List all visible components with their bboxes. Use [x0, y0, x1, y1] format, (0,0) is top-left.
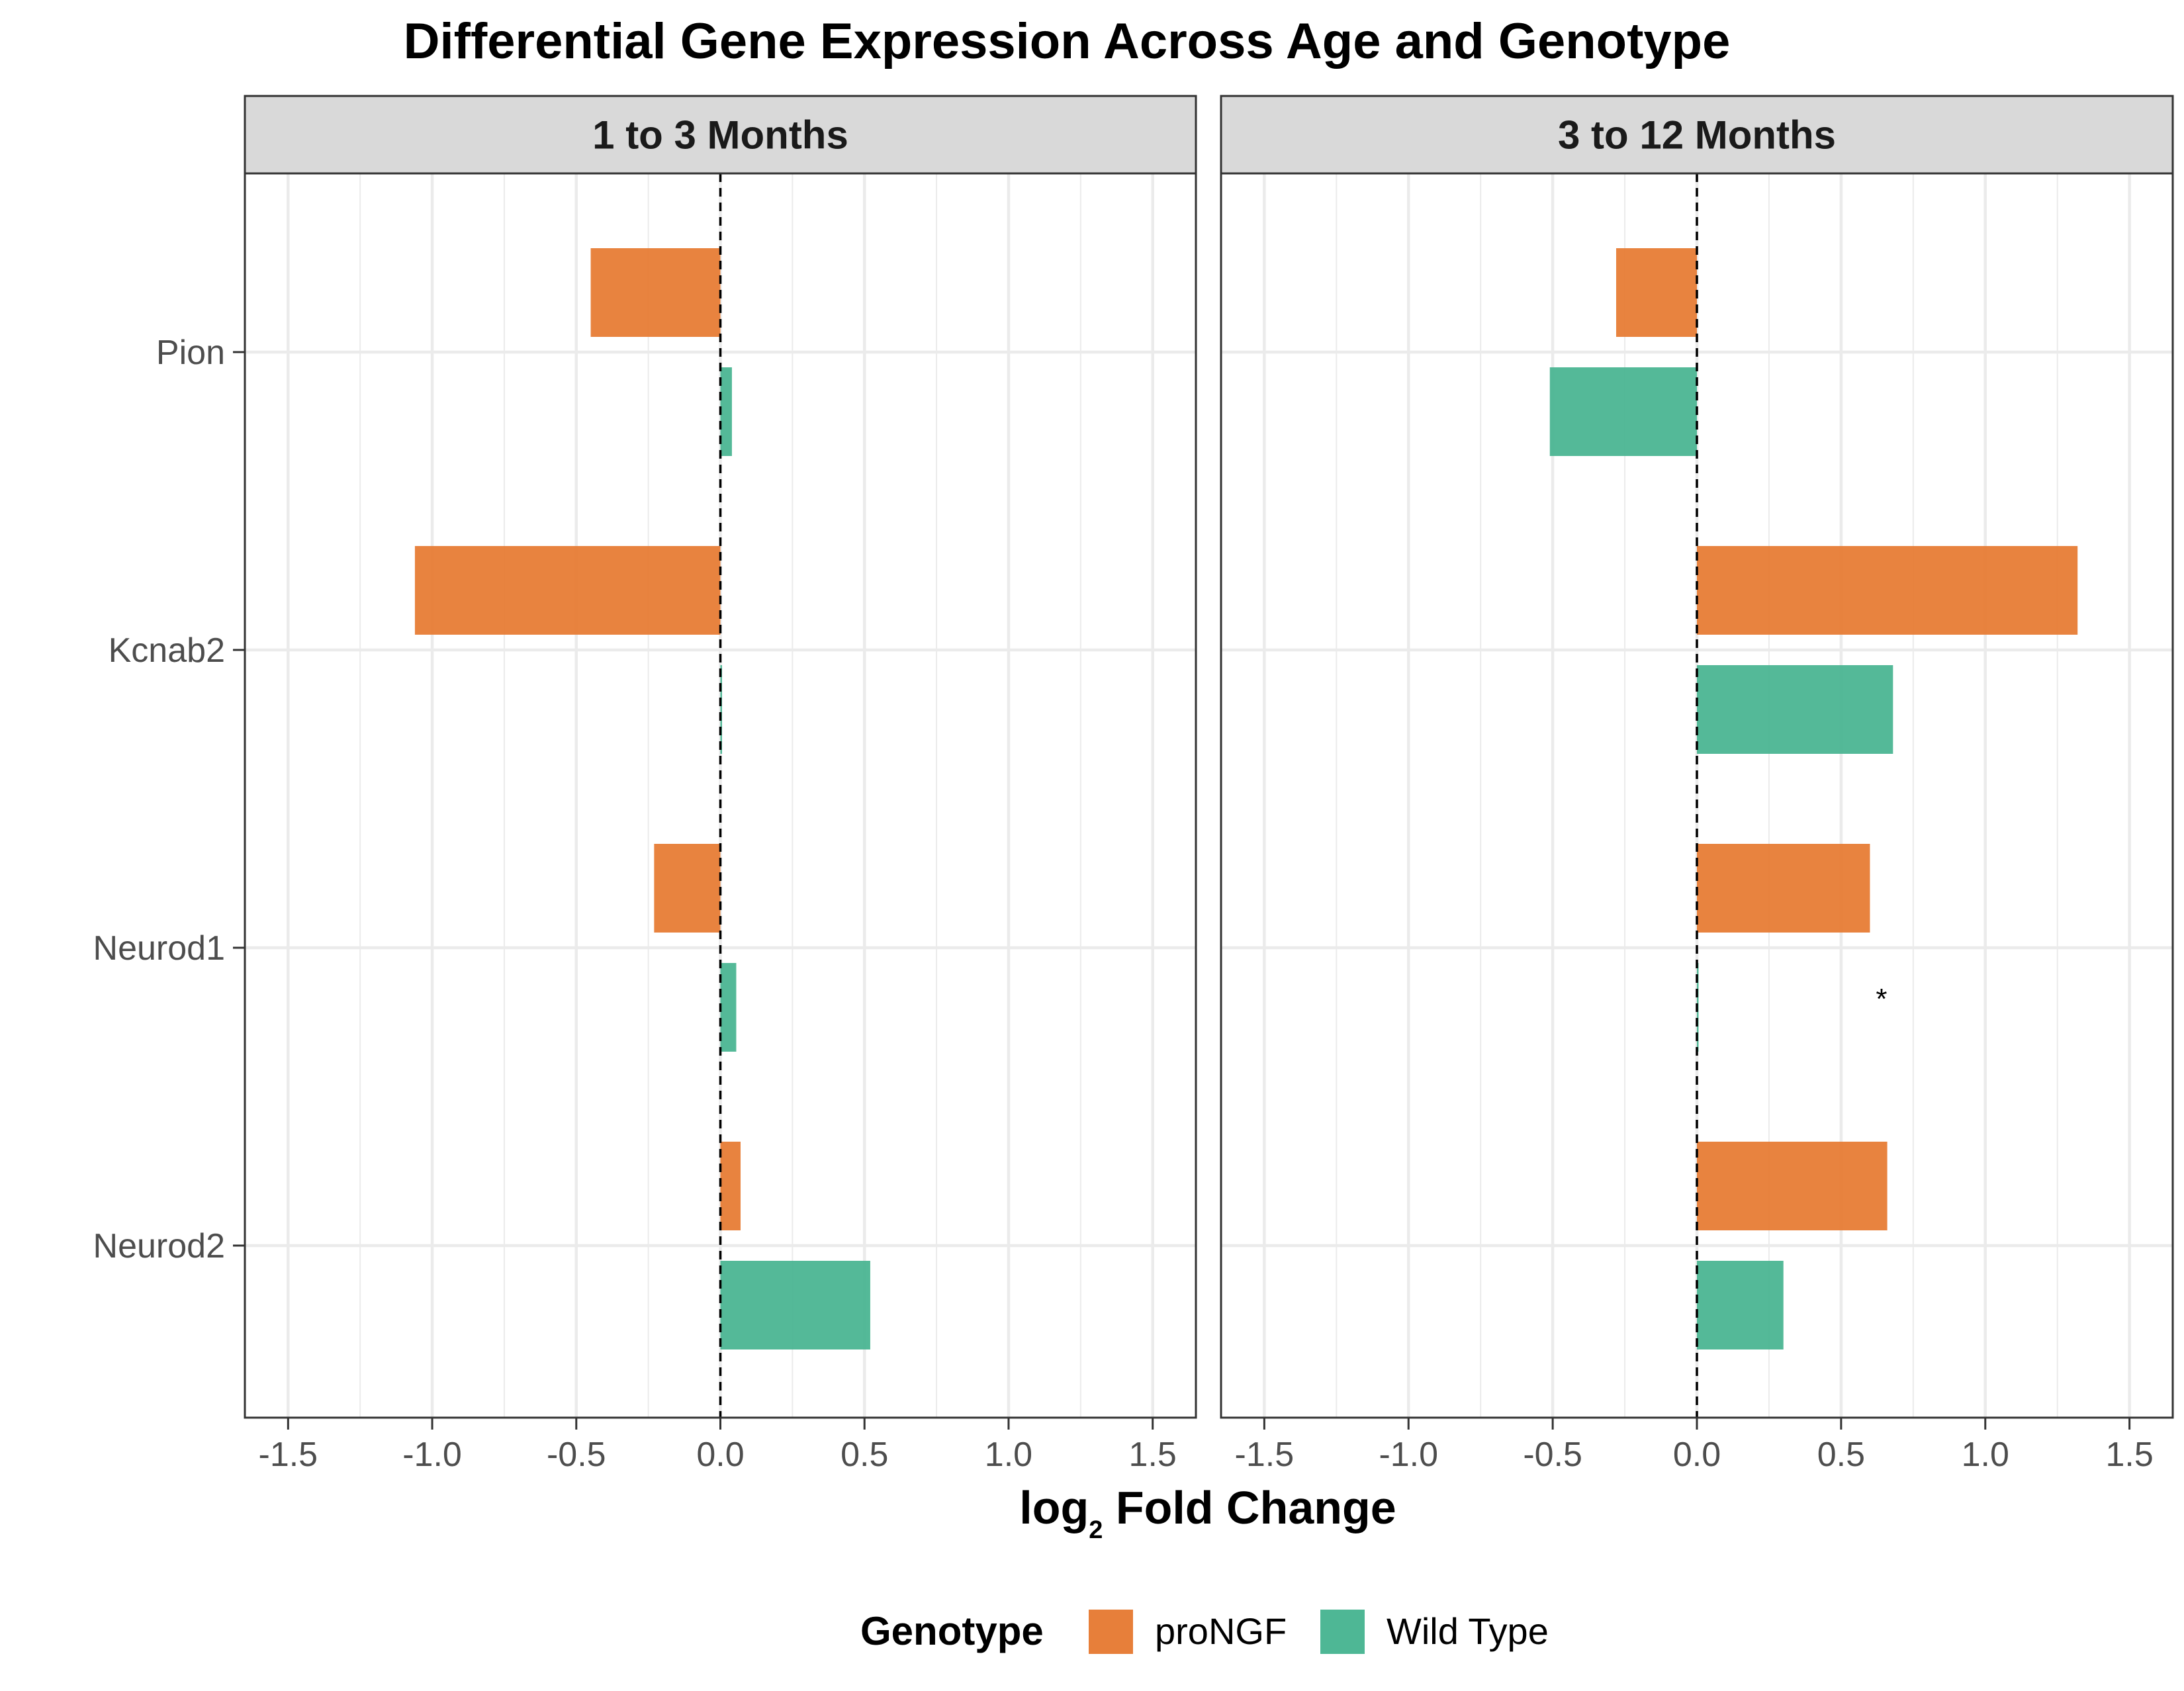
bar-1-to-3-months-kcnab2-prongf	[414, 546, 721, 635]
x-tick-label: 1.5	[2105, 1436, 2153, 1474]
y-tick-label-pion: Pion	[156, 334, 225, 372]
x-tick-label: -1.5	[1235, 1436, 1295, 1474]
bar-1-to-3-months-neurod2-wild-type	[720, 1261, 870, 1349]
bar-3-to-12-months-neurod2-prongf	[1697, 1142, 1888, 1230]
legend-label-wild-type: Wild Type	[1387, 1610, 1549, 1652]
significance-annotation: *	[1876, 983, 1887, 1015]
facet-panels: 1 to 3 Months -1.5 -1.0 -0.5 0.0 0.5 1.0 1.5 Pio…	[93, 95, 2174, 1474]
x-tick-label: 0.5	[1817, 1436, 1865, 1474]
panel-3-to-12-months: * 3 to 12 Months -1.5 -1.0 -0.5 0.0 0.5 1.0 1.5	[1220, 95, 2174, 1474]
x-axis-title-main: log	[1019, 1482, 1089, 1533]
legend-swatch-wild-type	[1320, 1610, 1365, 1654]
y-tick-label-neurod2: Neurod2	[93, 1227, 225, 1265]
bar-1-to-3-months-neurod1-prongf	[654, 844, 721, 933]
x-axis-title-rest: Fold Change	[1103, 1482, 1396, 1533]
x-tick-label: 1.0	[985, 1436, 1032, 1474]
bar-3-to-12-months-pion-prongf	[1615, 248, 1697, 337]
y-tick-label-neurod1: Neurod1	[93, 929, 225, 968]
bar-1-to-3-months-neurod1-wild-type	[720, 963, 737, 1052]
x-tick-label: 1.5	[1129, 1436, 1177, 1474]
legend: Genotype proNGF Wild Type	[860, 1609, 1549, 1654]
x-tick-label: 0.0	[696, 1436, 744, 1474]
bar-1-to-3-months-pion-prongf	[590, 248, 721, 337]
facet-strip-label: 3 to 12 Months	[1558, 113, 1836, 158]
bar-3-to-12-months-kcnab2-wild-type	[1697, 665, 1893, 754]
bar-1-to-3-months-pion-wild-type	[720, 367, 732, 456]
x-tick-label: -1.0	[1379, 1436, 1438, 1474]
panel-1-to-3-months: 1 to 3 Months -1.5 -1.0 -0.5 0.0 0.5 1.0 1.5 Pio…	[93, 95, 1197, 1474]
facet-strip-label: 1 to 3 Months	[592, 113, 848, 158]
x-tick-label: 0.0	[1673, 1436, 1721, 1474]
bar-3-to-12-months-kcnab2-prongf	[1697, 546, 2078, 635]
bar-1-to-3-months-kcnab2-wild-type	[720, 665, 722, 754]
facet-strip	[244, 95, 1197, 175]
legend-title: Genotype	[860, 1609, 1044, 1653]
bar-1-to-3-months-neurod2-prongf	[720, 1142, 741, 1230]
legend-swatch-prongf	[1089, 1610, 1133, 1654]
x-tick-label: -1.5	[259, 1436, 318, 1474]
y-tick-label-kcnab2: Kcnab2	[109, 631, 225, 670]
x-tick-label: -0.5	[547, 1436, 606, 1474]
x-tick-label: -0.5	[1523, 1436, 1582, 1474]
x-axis-title: log2 Fold Change	[1019, 1482, 1396, 1544]
legend-label-prongf: proNGF	[1155, 1610, 1287, 1652]
x-tick-label: -1.0	[402, 1436, 462, 1474]
bar-3-to-12-months-pion-wild-type	[1549, 367, 1697, 456]
x-tick-label: 1.0	[1962, 1436, 2009, 1474]
bar-3-to-12-months-neurod2-wild-type	[1697, 1261, 1784, 1349]
chart-title: Differential Gene Expression Across Age …	[404, 13, 1731, 69]
x-axis-title-subscript: 2	[1089, 1516, 1103, 1544]
x-tick-label: 0.5	[841, 1436, 888, 1474]
facet-strip	[1220, 95, 2174, 175]
bar-3-to-12-months-neurod1-prongf	[1697, 844, 1870, 933]
